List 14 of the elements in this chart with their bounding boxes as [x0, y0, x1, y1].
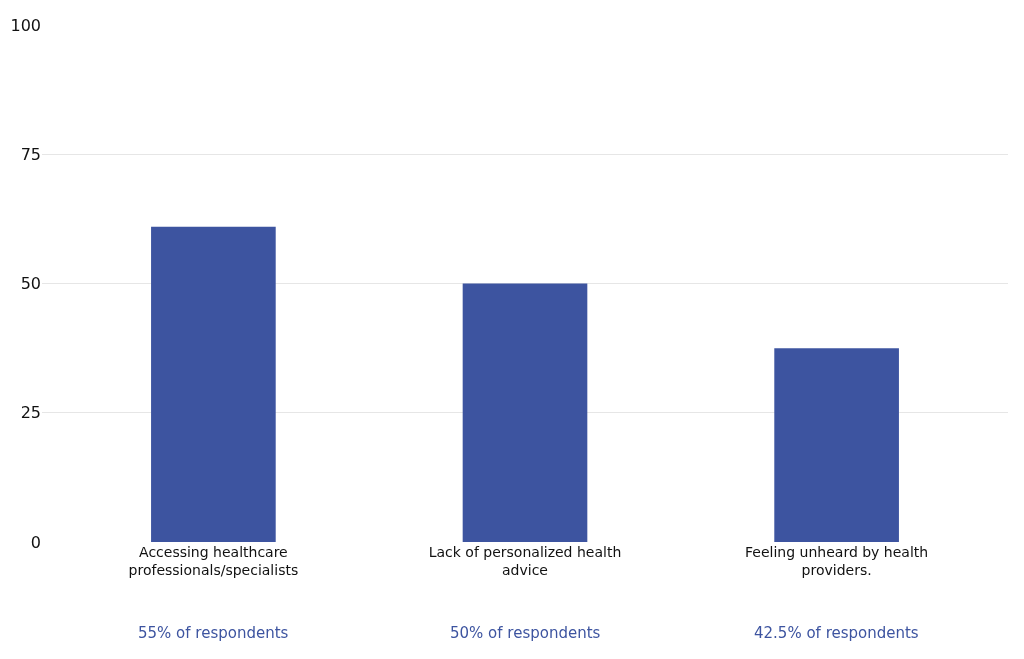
bar: [774, 348, 899, 542]
y-tick-label: 25: [20, 403, 41, 423]
y-tick-label: 75: [20, 144, 41, 164]
y-tick-label: 0: [30, 532, 41, 552]
x-tick-label: Accessing healthcare professionals/specialists: [128, 544, 299, 579]
bar: [462, 283, 588, 542]
y-tick-label: 100: [10, 15, 41, 35]
y-tick-label: 50: [20, 274, 41, 294]
text: 55% of respondents: [138, 624, 289, 642]
x-tick-label: Lack of personalized health advice: [428, 544, 622, 579]
x-tick-label: Feeling unheard by health providers.: [745, 544, 929, 579]
text: 50% of respondents: [450, 624, 601, 642]
bar: [151, 226, 276, 542]
text: 42.5% of respondents: [754, 624, 919, 642]
